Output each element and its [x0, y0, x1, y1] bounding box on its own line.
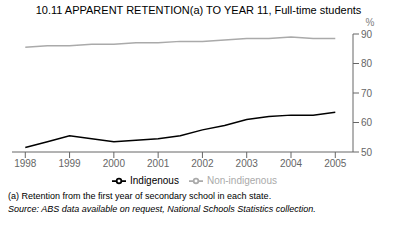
- svg-text:80: 80: [361, 58, 373, 69]
- svg-text:2004: 2004: [280, 158, 303, 169]
- html-text:(a) Retention from the first y: (a) Retention from the first year of sec…: [8, 191, 272, 201]
- svg-text:2001: 2001: [147, 158, 170, 169]
- svg-text:1999: 1999: [58, 158, 81, 169]
- svg-text:90: 90: [361, 29, 373, 40]
- svg-text:2000: 2000: [103, 158, 126, 169]
- svg-text:2003: 2003: [236, 158, 259, 169]
- svg-text:60: 60: [361, 117, 373, 128]
- html-text:Non-indigenous: Non-indigenous: [206, 174, 277, 186]
- svg-text:1998: 1998: [14, 158, 37, 169]
- html-text:10.11 APPARENT RETENTION(a) TO: 10.11 APPARENT RETENTION(a) TO YEAR 11, …: [35, 4, 362, 16]
- html-text:Indigenous: Indigenous: [130, 174, 179, 186]
- svg-text:2002: 2002: [191, 158, 214, 169]
- svg-text:70: 70: [361, 88, 373, 99]
- html-text:Source: ABS data available on: Source: ABS data available on request, N…: [8, 204, 316, 214]
- svg-text:2005: 2005: [324, 158, 347, 169]
- svg-text:50: 50: [361, 147, 373, 158]
- svg-text:%: %: [366, 18, 375, 28]
